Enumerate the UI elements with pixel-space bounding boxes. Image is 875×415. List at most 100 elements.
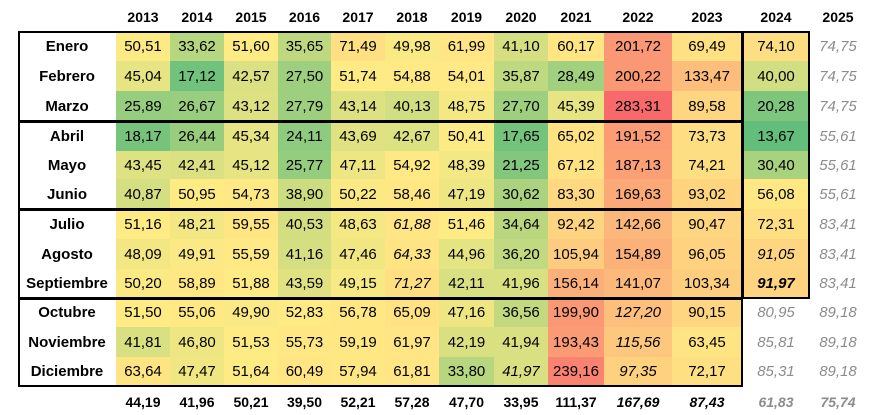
month-label: Noviembre	[28, 333, 106, 351]
value-cell: 50,95	[170, 179, 224, 209]
value-cell: 103,34	[672, 269, 742, 298]
value-cell: 35,87	[494, 61, 548, 91]
value-cell: 51,60	[224, 31, 278, 61]
value-cell: 90,15	[672, 298, 742, 327]
value-cell: 89,18	[819, 333, 857, 351]
value-cell: 33,62	[170, 31, 224, 61]
value-cell: 42,41	[170, 151, 224, 179]
value-cell: 199,90	[548, 298, 604, 327]
total-cell: 75,74	[820, 394, 856, 410]
value-cell: 50,22	[331, 179, 385, 209]
month-label: Mayo	[47, 156, 87, 174]
value-cell: 48,75	[439, 91, 494, 121]
value-cell: 156,14	[548, 269, 604, 298]
value-cell: 54,92	[385, 151, 439, 179]
value-cell: 201,72	[604, 31, 672, 61]
value-cell: 97,35	[604, 357, 672, 386]
value-cell: 61,97	[385, 327, 439, 357]
value-cell: 142,66	[604, 209, 672, 239]
value-cell: 56,78	[331, 298, 385, 327]
value-cell: 47,46	[331, 239, 385, 269]
value-cell: 48,63	[331, 209, 385, 239]
total-cell: 87,43	[689, 394, 725, 410]
value-cell: 60,49	[278, 357, 331, 386]
value-cell: 40,00	[742, 61, 810, 91]
value-cell: 92,42	[548, 209, 604, 239]
value-cell: 85,81	[757, 333, 795, 351]
year-header: 2024	[760, 9, 792, 25]
value-cell: 72,31	[742, 209, 810, 239]
value-cell: 55,73	[278, 327, 331, 357]
total-cell: 41,96	[179, 394, 215, 410]
value-cell: 74,75	[819, 97, 857, 115]
value-cell: 74,10	[742, 31, 810, 61]
value-cell: 25,89	[116, 91, 170, 121]
value-cell: 193,43	[548, 327, 604, 357]
total-cell: 111,37	[555, 394, 597, 410]
value-cell: 127,20	[604, 298, 672, 327]
value-cell: 41,97	[494, 357, 548, 386]
value-cell: 40,87	[116, 179, 170, 209]
value-cell: 43,45	[116, 151, 170, 179]
value-cell: 141,07	[604, 269, 672, 298]
value-cell: 42,19	[439, 327, 494, 357]
value-cell: 36,20	[494, 239, 548, 269]
value-cell: 47,11	[331, 151, 385, 179]
value-cell: 51,16	[116, 209, 170, 239]
value-cell: 49,90	[224, 298, 278, 327]
value-cell: 27,70	[494, 91, 548, 121]
value-cell: 49,98	[385, 31, 439, 61]
value-cell: 74,75	[819, 67, 857, 85]
value-cell: 25,77	[278, 151, 331, 179]
value-cell: 83,41	[819, 215, 857, 233]
year-header: 2025	[822, 9, 854, 25]
total-cell: 61,83	[758, 394, 794, 410]
value-cell: 133,47	[672, 61, 742, 91]
total-cell: 50,21	[233, 394, 269, 410]
year-header: 2013	[127, 9, 159, 25]
value-cell: 71,27	[385, 269, 439, 298]
value-cell: 45,12	[224, 151, 278, 179]
value-cell: 50,20	[116, 269, 170, 298]
value-cell: 13,67	[742, 121, 810, 151]
value-cell: 61,88	[385, 209, 439, 239]
year-header: 2021	[560, 9, 592, 25]
value-cell: 26,44	[170, 121, 224, 151]
value-cell: 45,04	[116, 61, 170, 91]
year-header: 2014	[181, 9, 213, 25]
year-header: 2018	[396, 9, 428, 25]
value-cell: 41,96	[494, 269, 548, 298]
value-cell: 239,16	[548, 357, 604, 386]
value-cell: 55,06	[170, 298, 224, 327]
value-cell: 51,88	[224, 269, 278, 298]
value-cell: 17,12	[170, 61, 224, 91]
value-cell: 45,34	[224, 121, 278, 151]
month-label: Julio	[49, 215, 85, 233]
value-cell: 74,21	[672, 151, 742, 179]
value-cell: 28,49	[548, 61, 604, 91]
value-cell: 50,41	[439, 121, 494, 151]
year-header: 2023	[691, 9, 723, 25]
value-cell: 47,19	[439, 179, 494, 209]
value-cell: 89,18	[819, 363, 857, 380]
value-cell: 18,17	[116, 121, 170, 151]
value-cell: 74,75	[819, 37, 857, 55]
value-cell: 47,16	[439, 298, 494, 327]
value-cell: 191,52	[604, 121, 672, 151]
value-cell: 51,74	[331, 61, 385, 91]
value-cell: 42,11	[439, 269, 494, 298]
value-cell: 65,02	[548, 121, 604, 151]
value-cell: 80,95	[757, 304, 795, 321]
year-header: 2016	[288, 9, 321, 25]
value-cell: 91,97	[742, 269, 810, 298]
total-cell: 44,19	[125, 394, 161, 410]
value-cell: 48,09	[116, 239, 170, 269]
year-header: 2017	[342, 9, 374, 25]
month-label: Diciembre	[30, 363, 104, 380]
value-cell: 154,89	[604, 239, 672, 269]
value-cell: 34,64	[494, 209, 548, 239]
value-cell: 55,61	[819, 156, 857, 174]
value-cell: 40,53	[278, 209, 331, 239]
value-cell: 35,65	[278, 31, 331, 61]
value-cell: 85,31	[757, 363, 795, 380]
